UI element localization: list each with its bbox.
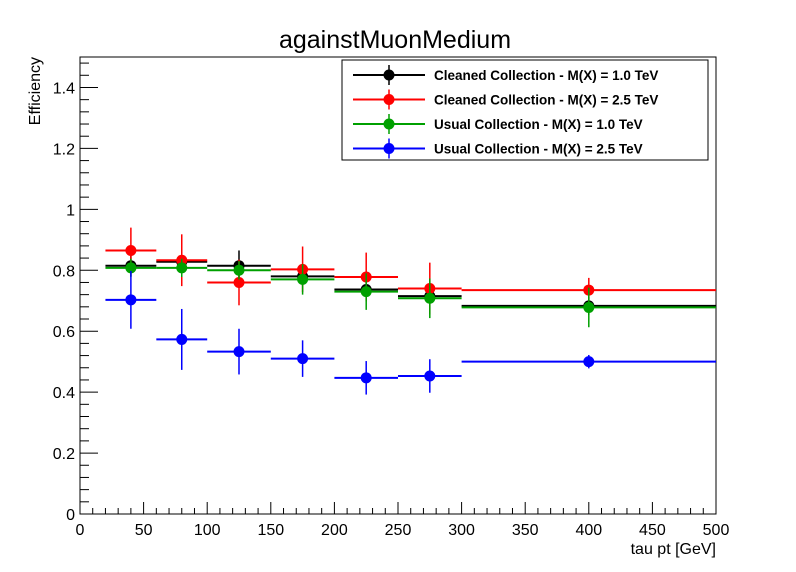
data-point [125,244,137,256]
legend-label: Usual Collection - M(X) = 1.0 TeV [434,117,643,132]
x-axis-title: tau pt [GeV] [631,541,716,558]
y-tick-label: 1.4 [53,80,75,97]
x-tick-label: 50 [135,522,153,539]
data-point [360,372,372,384]
y-tick-label: 0.8 [53,263,75,280]
x-tick-label: 200 [321,522,348,539]
data-point [424,292,436,304]
data-point [233,346,245,358]
legend-label: Usual Collection - M(X) = 2.5 TeV [434,142,643,157]
data-point [583,356,595,368]
data-point [233,276,245,288]
legend-marker [383,143,395,154]
y-tick-label: 0 [66,507,75,524]
axes: 0 50 100 150 200 250 300 350 400 450 500 0 0.2 0.4 0.6… [53,62,730,539]
data-marks [105,227,716,395]
data-point [424,370,436,382]
legend-box [341,59,709,161]
y-tick-label: 1 [66,202,75,219]
y-tick-label: 1.2 [53,141,75,158]
x-tick-label: 100 [194,522,221,539]
data-point [233,264,245,276]
y-tick-label: 0.2 [53,446,75,463]
x-tick-label: 400 [575,522,602,539]
data-point [360,286,372,298]
legend-entry: Cleaned Collection - M(X) = 1.0 TeV [353,65,658,85]
legend-label: Cleaned Collection - M(X) = 2.5 TeV [434,93,658,108]
data-point [176,262,188,274]
x-tick-label: 350 [512,522,539,539]
legend-marker [383,118,395,130]
legend: Cleaned Collection - M(X) = 1.0 TeV Clean… [341,59,709,161]
series-3 [105,258,716,328]
legend-marker [383,69,395,81]
y-tick-label: 0.4 [53,385,75,402]
y-axis-title: Efficiency [27,57,44,125]
chart-title: againstMuonMedium [279,26,511,54]
x-tick-label: 0 [76,522,85,539]
data-point [297,353,309,365]
legend-entry: Usual Collection - M(X) = 1.0 TeV [353,114,643,134]
x-tick-label: 250 [385,522,412,539]
data-point [125,294,137,306]
x-tick-label: 450 [639,522,666,539]
x-tick-label: 500 [703,522,730,539]
legend-entry: Cleaned Collection - M(X) = 2.5 TeV [353,89,658,110]
data-point [176,333,188,345]
y-tick-label: 0.6 [53,324,75,341]
data-point [583,301,595,313]
legend-entry: Usual Collection - M(X) = 2.5 TeV [353,138,643,159]
legend-label: Cleaned Collection - M(X) = 1.0 TeV [434,68,658,83]
legend-marker [383,94,395,105]
data-point [125,262,137,274]
data-point [297,273,309,285]
series-4 [105,270,716,395]
x-tick-label: 150 [257,522,284,539]
x-tick-label: 300 [448,522,475,539]
